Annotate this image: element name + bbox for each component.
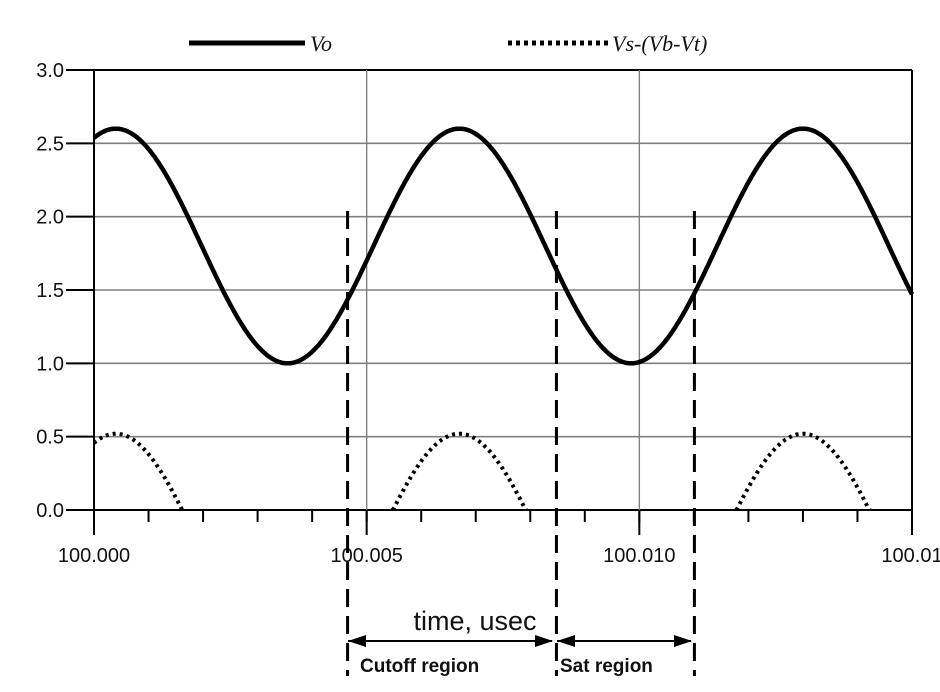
y-tick-label: 3.0 xyxy=(36,60,64,82)
series-vs-vb-vt xyxy=(92,431,872,512)
series-vo xyxy=(92,126,914,366)
arrow-right-icon xyxy=(535,635,553,647)
y-tick-label: 2.5 xyxy=(36,133,64,155)
y-tick-label: 2.0 xyxy=(36,207,64,229)
legend: Vo Vs-(Vb-Vt) xyxy=(189,31,707,56)
y-tick-label: 1.5 xyxy=(36,280,64,302)
x-tick-label: 100.010 xyxy=(603,545,675,567)
y-tick-label: 0.0 xyxy=(36,500,64,522)
series-lines xyxy=(92,126,914,512)
x-tick-label: 100.000 xyxy=(58,545,130,567)
region-boundaries xyxy=(346,211,696,676)
y-tick-label: 0.5 xyxy=(36,427,64,449)
axes: 0.0 0.5 1.0 1.5 2.0 2.5 3.0 100.000 100.005 100.0… xyxy=(36,60,940,567)
arrow-left-icon xyxy=(557,635,575,647)
x-tick-label: 100.01 xyxy=(881,545,940,567)
grid-lines xyxy=(93,69,913,511)
legend-label-vo: Vo xyxy=(310,31,332,56)
legend-label-vs: Vs-(Vb-Vt) xyxy=(612,31,707,56)
arrow-right-icon xyxy=(674,635,692,647)
arrow-left-icon xyxy=(348,635,366,647)
y-tick-label: 1.0 xyxy=(36,353,64,375)
x-tick-label: 100.005 xyxy=(331,545,403,567)
x-axis-title: time, usec xyxy=(413,606,536,636)
cutoff-region-label: Cutoff region xyxy=(360,656,479,677)
region-arrows xyxy=(348,635,692,647)
sat-region-label: Sat region xyxy=(560,656,653,677)
